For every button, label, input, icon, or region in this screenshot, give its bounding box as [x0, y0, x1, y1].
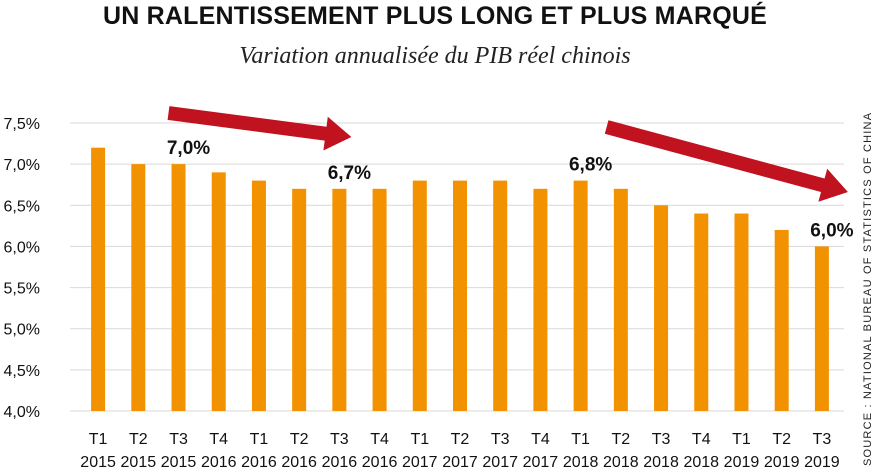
trend-arrow [604, 120, 848, 202]
x-tick-quarter: T1 [410, 431, 429, 448]
x-tick-year: 2019 [764, 454, 800, 471]
bar [211, 172, 226, 411]
y-tick-label: 4,5% [4, 363, 40, 380]
bar-chart: 4,0%4,5%5,0%5,5%6,0%6,5%7,0%7,5% T12015T… [4, 106, 854, 471]
x-tick-quarter: T1 [89, 431, 108, 448]
x-tick-quarter: T1 [571, 431, 590, 448]
bars [91, 147, 829, 411]
chart-title: UN RALENTISSEMENT PLUS LONG ET PLUS MARQ… [103, 2, 767, 30]
bar [292, 188, 307, 411]
bar [774, 229, 789, 411]
x-tick-year: 2018 [683, 454, 719, 471]
x-tick-quarter: T4 [209, 431, 228, 448]
bar [734, 213, 749, 411]
x-tick-year: 2018 [603, 454, 639, 471]
bar [332, 188, 347, 411]
bar [814, 246, 829, 411]
x-tick-year: 2018 [563, 454, 599, 471]
x-tick-quarter: T2 [129, 431, 148, 448]
x-tick-year: 2016 [362, 454, 398, 471]
x-tick-quarter: T1 [250, 431, 269, 448]
x-tick-year: 2015 [121, 454, 157, 471]
x-tick-quarter: T3 [330, 431, 349, 448]
x-tick-quarter: T2 [451, 431, 470, 448]
x-tick-year: 2019 [724, 454, 760, 471]
y-tick-label: 6,5% [4, 198, 40, 215]
bar [372, 188, 387, 411]
bar [493, 180, 508, 411]
x-tick-year: 2017 [523, 454, 559, 471]
y-tick-label: 7,5% [4, 116, 40, 133]
bar [412, 180, 427, 411]
data-label: 6,7% [328, 163, 371, 184]
y-tick-label: 4,0% [4, 404, 40, 421]
x-tick-quarter: T4 [692, 431, 711, 448]
x-tick-year: 2016 [322, 454, 358, 471]
x-tick-year: 2018 [643, 454, 679, 471]
y-tick-label: 6,0% [4, 239, 40, 256]
bar [613, 188, 628, 411]
bar [533, 188, 548, 411]
bar [131, 164, 146, 411]
x-tick-year: 2016 [201, 454, 237, 471]
x-tick-quarter: T3 [652, 431, 671, 448]
y-tick-label: 5,0% [4, 322, 40, 339]
bar [251, 180, 266, 411]
bar [453, 180, 467, 411]
y-axis-labels: 4,0% 4,5% 5,0% 5,5% 6,0% 6,5% 7,0% 7,5% [4, 116, 40, 421]
x-tick-year: 2019 [804, 454, 840, 471]
x-tick-year: 2017 [442, 454, 478, 471]
x-tick-quarter: T4 [370, 431, 389, 448]
y-tick-label: 5,5% [4, 281, 40, 298]
x-tick-year: 2015 [161, 454, 197, 471]
bar [91, 147, 106, 411]
x-tick-quarter: T2 [772, 431, 791, 448]
data-labels: 7,0% 6,7% 6,8% 6,0% [167, 138, 854, 241]
y-tick-label: 7,0% [4, 157, 40, 174]
data-label: 7,0% [167, 138, 210, 159]
x-axis-labels: T1 2015 T2 2015 T3 2015 T4 2016 T1 2016 T2 2016 T3 20… [80, 431, 839, 471]
x-tick-quarter: T2 [612, 431, 631, 448]
bar [654, 205, 669, 411]
x-tick-year: 2016 [281, 454, 317, 471]
data-label: 6,0% [810, 220, 853, 241]
bar [694, 213, 709, 411]
source-note: SOURCE : NATIONAL BUREAU OF STATISTICS O… [862, 111, 874, 466]
x-tick-quarter: T3 [813, 431, 832, 448]
trend-arrows [167, 106, 848, 202]
x-tick-year: 2017 [402, 454, 438, 471]
trend-arrow [167, 106, 352, 151]
bar [573, 180, 588, 411]
x-tick-quarter: T3 [491, 431, 510, 448]
x-tick-quarter: T3 [169, 431, 188, 448]
x-tick-quarter: T2 [290, 431, 309, 448]
chart-subtitle: Variation annualisée du PIB réel chinois [239, 43, 631, 69]
bar [171, 164, 186, 411]
x-tick-year: 2015 [80, 454, 116, 471]
x-tick-quarter: T4 [531, 431, 550, 448]
x-tick-year: 2017 [482, 454, 518, 471]
data-label: 6,8% [569, 155, 612, 176]
x-tick-year: 2016 [241, 454, 277, 471]
x-tick-quarter: T1 [732, 431, 751, 448]
